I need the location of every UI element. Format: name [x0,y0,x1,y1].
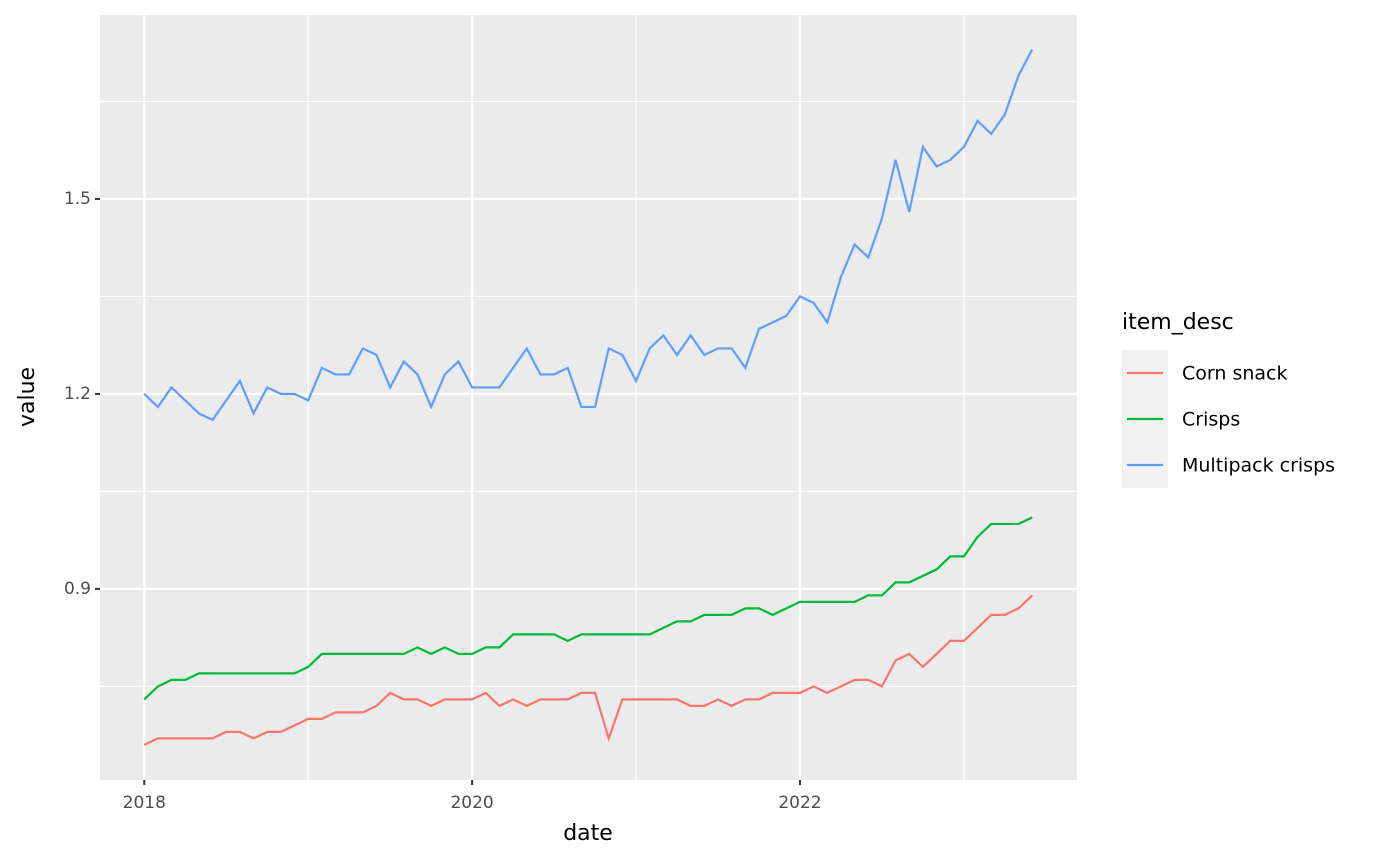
y-tick-label: 1.5 [64,189,91,209]
y-tick-label: 1.2 [64,384,91,404]
x-tick-label: 2020 [450,793,493,813]
y-tick-label: 0.9 [64,579,91,599]
series-line [143,516,1033,701]
series-line [143,48,1034,422]
series-line [143,594,1033,746]
x-tick-label: 2022 [778,793,821,813]
legend-label: Multipack crisps [1182,455,1335,477]
x-axis-title: date [563,821,613,846]
legend-title: item_desc [1122,310,1234,335]
x-tick-label: 2018 [123,793,166,813]
legend-label: Corn snack [1182,363,1287,385]
legend-label: Crisps [1182,409,1240,431]
y-axis-title: value [15,367,40,427]
